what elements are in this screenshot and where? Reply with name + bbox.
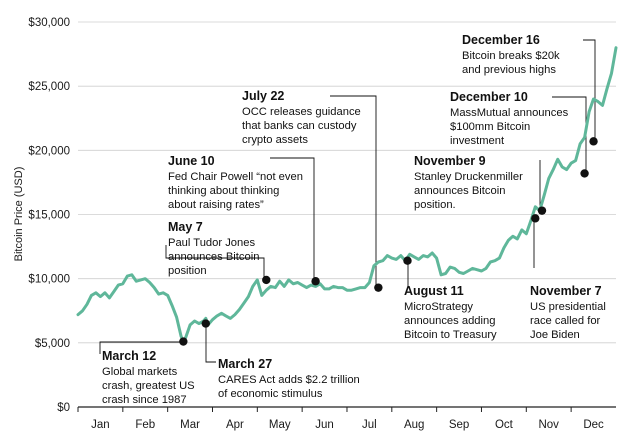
event-marker: [580, 169, 589, 178]
event-marker: [201, 319, 210, 328]
annotation-title: June 10: [168, 154, 215, 168]
annotation-text: about raising rates”: [168, 199, 264, 211]
annotation-text: Global markets: [102, 366, 178, 378]
annotation-text: US presidential: [530, 301, 606, 313]
annotation-title: July 22: [242, 89, 284, 103]
x-tick-label: Jul: [362, 419, 377, 431]
annotation-labels: March 12 Global markets crash, greatest US…: [102, 33, 606, 406]
annotation-title: August 11: [404, 284, 464, 298]
x-tick-label: Dec: [583, 419, 604, 431]
annotation: December 16 Bitcoin breaks $20k and previo…: [462, 33, 560, 76]
annotation-title: December 16: [462, 33, 540, 47]
annotation-text: announces Bitcoin: [168, 251, 259, 263]
event-marker: [262, 275, 271, 285]
annotation-leader: [330, 95, 377, 285]
annotation-text: Bitcoin to Treasury: [404, 329, 497, 341]
annotation: May 7 Paul Tudor Jones announces Bitcoin po…: [168, 220, 259, 277]
annotation-text: Fed Chair Powell “not even: [168, 171, 303, 183]
annotation-text: crash, greatest US: [102, 380, 195, 392]
annotation-text: Paul Tudor Jones: [168, 237, 255, 249]
y-tick-label: $15,000: [28, 210, 70, 222]
annotation-text: thinking about thinking: [168, 185, 279, 197]
annotation-leader: [99, 341, 183, 354]
event-markers: [179, 137, 598, 346]
annotation-text: Joe Biden: [530, 329, 580, 341]
x-tick-label: Jun: [315, 419, 334, 431]
annotation-text: investment: [450, 135, 505, 147]
annotation-text: that banks can custody: [242, 120, 357, 132]
annotation: July 22 OCC releases guidance that banks c…: [242, 89, 361, 146]
annotation-title: May 7: [168, 220, 203, 234]
annotation-leader: [583, 39, 596, 140]
y-axis-label: Bitcoin Price (USD): [13, 167, 25, 262]
annotation-leaders: [99, 39, 596, 363]
annotation-text: Stanley Druckenmiller: [414, 171, 523, 183]
annotation: March 27 CARES Act adds $2.2 trillion of e…: [218, 357, 360, 400]
annotation: November 9 Stanley Druckenmiller announces…: [414, 154, 523, 211]
annotation-text: of economic stimulus: [218, 388, 323, 400]
annotation-leader: [205, 324, 216, 363]
annotation-text: and previous highs: [462, 64, 556, 76]
annotation: August 11 MicroStrategy announces adding Bi…: [404, 284, 497, 341]
x-tick-label: Oct: [495, 419, 514, 431]
x-tick-label: May: [269, 419, 291, 431]
annotation-text: MassMutual announces: [450, 107, 569, 119]
x-tick-label: Sep: [449, 419, 469, 431]
annotation-title: December 10: [450, 90, 528, 104]
annotation-text: race called for: [530, 315, 601, 327]
x-tick-label: Jan: [91, 419, 110, 431]
annotation-title: March 27: [218, 357, 272, 371]
event-marker: [531, 214, 540, 223]
x-axis-ticks: Jan Feb Mar Apr May Jun Jul Aug Sep Oct Nov Dec: [77, 407, 604, 431]
annotation-text: announces Bitcoin: [414, 185, 505, 197]
price-line: [76, 46, 618, 344]
x-tick-label: Feb: [135, 419, 155, 431]
annotation: November 7 US presidential race called for…: [530, 284, 606, 341]
annotation-text: $100mm Bitcoin: [450, 121, 530, 133]
annotation-leader: [552, 96, 587, 172]
annotation-text: position.: [414, 199, 456, 211]
annotation-title: November 7: [530, 284, 602, 298]
y-tick-label: $10,000: [28, 274, 70, 286]
annotation-text: Bitcoin breaks $20k: [462, 50, 560, 62]
y-tick-label: $30,000: [28, 17, 70, 29]
x-tick-label: Nov: [538, 419, 559, 431]
event-marker: [374, 283, 383, 292]
annotation-title: March 12: [102, 349, 156, 363]
y-tick-label: $20,000: [28, 145, 70, 157]
annotation-text: crash since 1987: [102, 394, 187, 406]
annotation-text: crypto assets: [242, 134, 308, 146]
y-tick-label: $25,000: [28, 81, 70, 93]
x-tick-label: Mar: [180, 419, 200, 431]
annotation-text: MicroStrategy: [404, 301, 473, 313]
x-tick-label: Apr: [226, 419, 244, 431]
annotation: March 12 Global markets crash, greatest US…: [102, 349, 195, 406]
annotation-text: announces adding: [404, 315, 495, 327]
event-marker: [179, 337, 188, 346]
annotation-leader: [270, 157, 315, 279]
y-tick-label: $0: [57, 402, 70, 414]
annotation-text: position: [168, 265, 207, 277]
y-tick-label: $5,000: [35, 338, 70, 350]
event-marker: [537, 206, 547, 215]
event-marker: [589, 137, 598, 146]
y-axis-ticks: $0 $5,000 $10,000 $15,000 $20,000 $25,000 $30,…: [28, 17, 70, 414]
annotation-title: November 9: [414, 154, 486, 168]
annotation-text: OCC releases guidance: [242, 106, 361, 118]
annotation-leader: [165, 245, 265, 280]
event-marker: [403, 256, 412, 265]
annotation: December 10 MassMutual announces $100mm Bi…: [450, 90, 569, 147]
x-tick-label: Aug: [404, 419, 424, 431]
annotation: June 10 Fed Chair Powell “not even thinkin…: [168, 154, 303, 211]
event-marker: [311, 277, 320, 286]
annotation-text: CARES Act adds $2.2 trillion: [218, 374, 360, 386]
